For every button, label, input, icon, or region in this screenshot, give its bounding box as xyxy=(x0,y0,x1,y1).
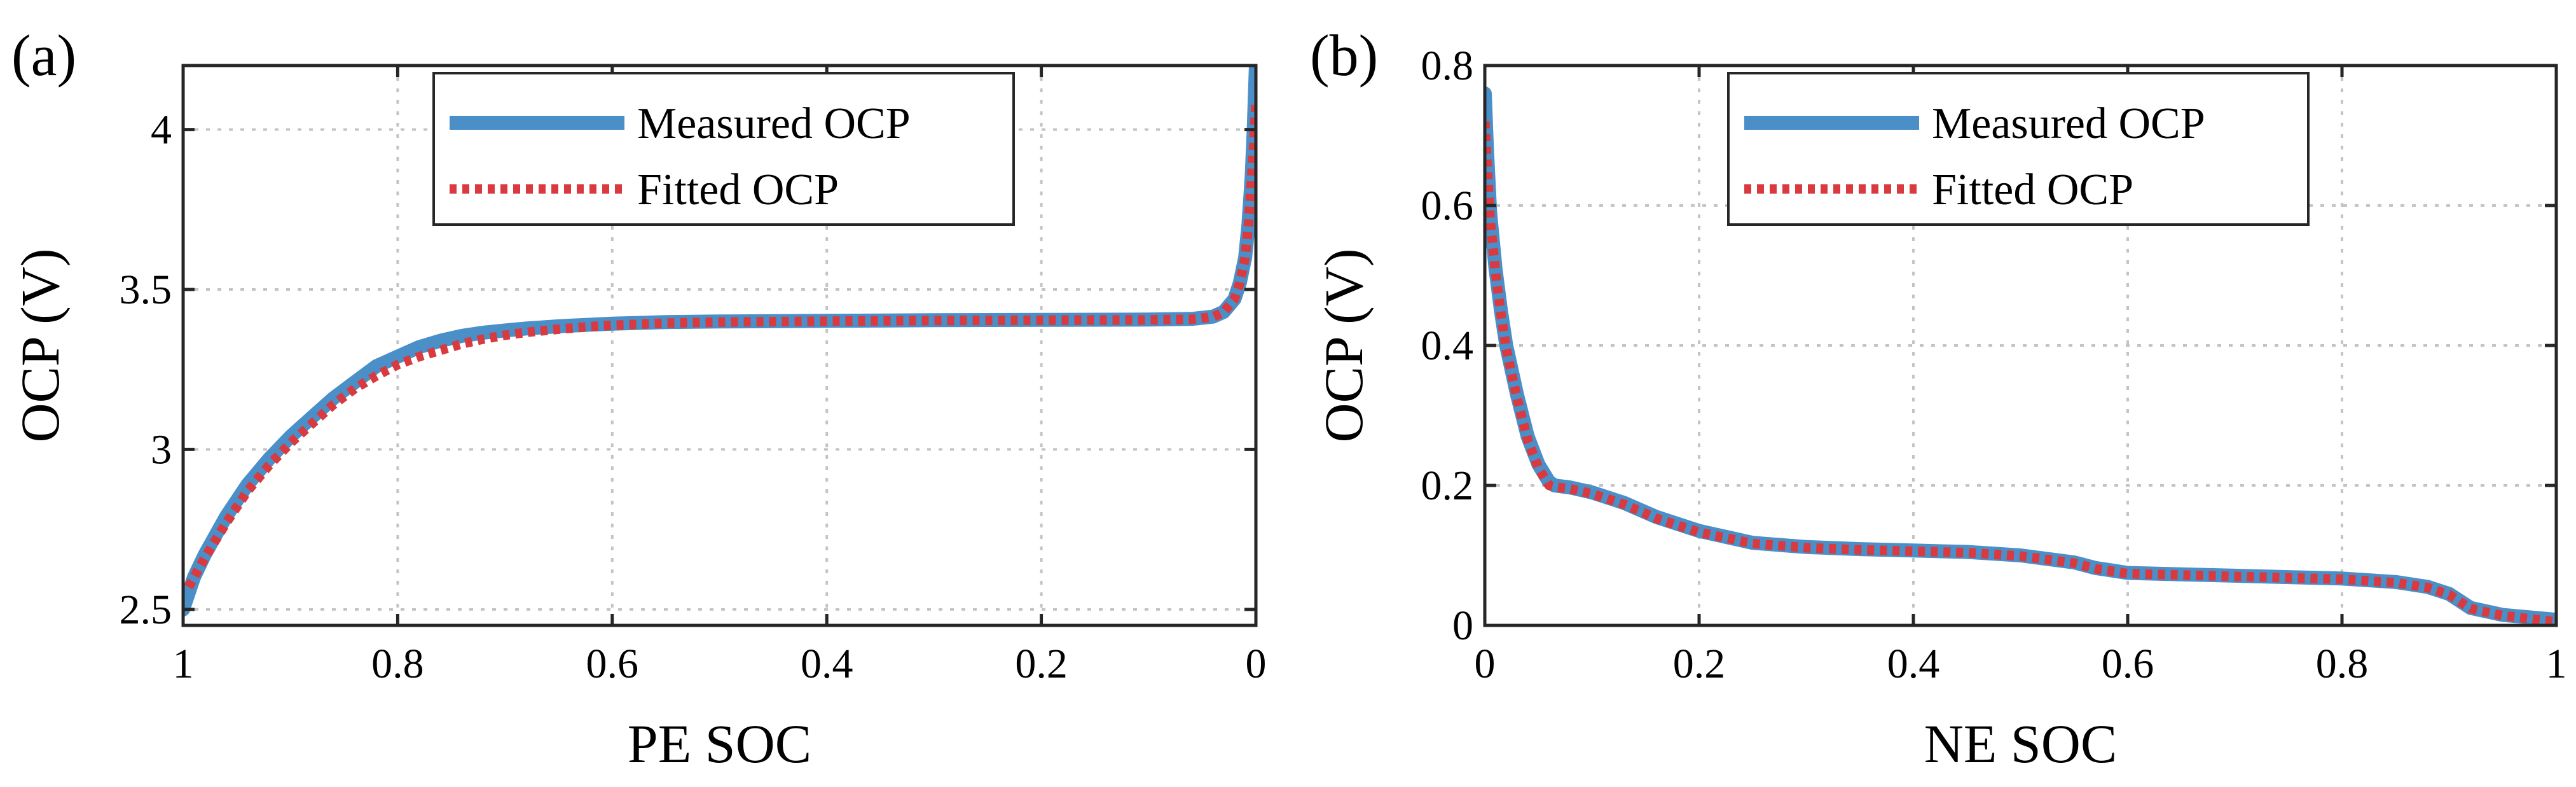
legend-label-measured: Measured OCP xyxy=(637,99,911,148)
x-tick-label: 1 xyxy=(173,641,194,687)
y-tick-label: 3.5 xyxy=(120,267,172,313)
y-tick-label: 0.8 xyxy=(1421,43,1474,89)
legend-label-fitted: Fitted OCP xyxy=(637,165,839,214)
y-tick-label: 0 xyxy=(1452,602,1473,649)
y-tick-label: 2.5 xyxy=(120,587,172,633)
chart-panel-1: 1 0.8 0.6 0.4 0.2 0 2.5 3 3.5 4 PE SOC OCP (V) (a) Me… xyxy=(10,23,1267,774)
x-tick-label: 0 xyxy=(1246,641,1267,687)
x-axis-label: NE SOC xyxy=(1924,713,2117,774)
y-tick-label: 0.2 xyxy=(1421,463,1474,509)
y-axis-label: OCP (V) xyxy=(10,249,71,443)
chart-panel-2: 0 0.2 0.4 0.6 0.8 1 0 0.2 0.4 0.6 0.8 NE SOC OCP (V)… xyxy=(1310,23,2567,774)
panel-label: (a) xyxy=(11,23,76,88)
y-axis-label: OCP (V) xyxy=(1313,249,1374,443)
legend: Measured OCP Fitted OCP xyxy=(1727,72,2310,226)
x-tick-label: 0.6 xyxy=(2102,641,2154,687)
panel-label: (b) xyxy=(1310,23,1378,88)
legend-box xyxy=(432,72,1015,226)
x-tick-label: 0.6 xyxy=(586,641,639,687)
x-tick-label: 0.4 xyxy=(1887,641,1940,687)
y-tick-label: 3 xyxy=(151,426,172,473)
x-tick-label: 0.8 xyxy=(371,641,424,687)
x-tick-label: 0.2 xyxy=(1015,641,1068,687)
series-line-fitted xyxy=(1485,121,2556,625)
x-tick-label: 0.4 xyxy=(801,641,853,687)
x-tick-label: 0.8 xyxy=(2316,641,2369,687)
y-tick-label: 0.6 xyxy=(1421,183,1474,229)
x-axis-label: PE SOC xyxy=(628,713,811,774)
x-tick-label: 0 xyxy=(1475,641,1496,687)
x-tick-label: 0.2 xyxy=(1673,641,1726,687)
y-tick-label: 4 xyxy=(151,107,172,153)
legend: Measured OCP Fitted OCP xyxy=(432,72,1015,226)
series-line-fitted xyxy=(184,103,1256,590)
x-tick-label: 1 xyxy=(2546,641,2567,687)
axes-box xyxy=(181,64,1258,627)
legend-label-fitted: Fitted OCP xyxy=(1932,165,2133,214)
legend-label-measured: Measured OCP xyxy=(1932,99,2205,148)
legend-box xyxy=(1727,72,2310,226)
y-tick-label: 0.4 xyxy=(1421,323,1474,369)
